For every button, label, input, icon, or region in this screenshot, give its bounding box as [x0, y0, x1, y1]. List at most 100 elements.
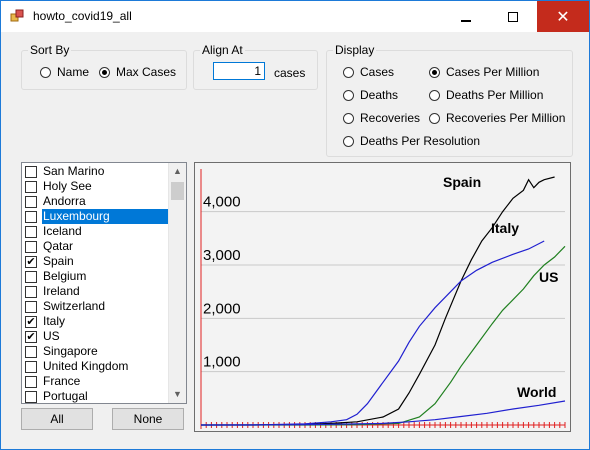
radio-icon: [99, 66, 110, 78]
radio-icon: [429, 89, 440, 101]
country-checkbox[interactable]: [25, 375, 37, 388]
y-tick-label: 1,000: [203, 354, 241, 371]
title-bar: howto_covid19_all ✕: [1, 1, 589, 32]
country-list-item[interactable]: ✔ US: [22, 329, 168, 344]
display-deaths-radio[interactable]: Deaths: [343, 88, 398, 102]
series-label: Spain: [443, 174, 481, 190]
align-at-input[interactable]: 1: [213, 62, 265, 80]
country-label: France: [43, 374, 81, 388]
series-line-us: [201, 245, 566, 426]
country-list-item[interactable]: ✔ Spain: [22, 254, 168, 269]
country-checkbox[interactable]: ✔: [25, 330, 37, 343]
maximize-button[interactable]: [490, 1, 536, 32]
country-list-item[interactable]: San Marino: [22, 164, 168, 179]
radio-icon: [40, 66, 51, 78]
country-list-item[interactable]: Singapore: [22, 344, 168, 359]
chart-area: 4,000 3,000 2,000 1,000 Spain Italy US World: [194, 162, 571, 432]
country-checkbox[interactable]: [25, 240, 37, 253]
country-label: United Kingdom: [43, 359, 129, 373]
country-list-item[interactable]: Ireland: [22, 284, 168, 299]
select-none-button[interactable]: None: [112, 408, 184, 430]
country-checkbox[interactable]: [25, 300, 37, 313]
country-checkbox[interactable]: [25, 165, 37, 178]
scroll-down-icon[interactable]: ▼: [173, 389, 182, 399]
country-list-item[interactable]: Qatar: [22, 239, 168, 254]
country-checkbox[interactable]: [25, 345, 37, 358]
country-checkbox[interactable]: [25, 360, 37, 373]
country-label: Holy See: [43, 179, 92, 193]
country-list-item[interactable]: Belgium: [22, 269, 168, 284]
radio-icon: [343, 89, 354, 101]
country-list-item[interactable]: United Kingdom: [22, 359, 168, 374]
display-group: Display Cases Cases Per Million Deaths D…: [326, 43, 573, 157]
display-deaths-per-million-radio[interactable]: Deaths Per Million: [429, 88, 543, 102]
close-icon: ✕: [556, 8, 570, 26]
country-checkbox[interactable]: [25, 180, 37, 193]
country-list-item[interactable]: ✔ Italy: [22, 314, 168, 329]
close-button[interactable]: ✕: [537, 1, 589, 32]
y-tick-label: 3,000: [203, 247, 241, 264]
radio-icon: [343, 66, 354, 78]
country-list-item[interactable]: Andorra: [22, 194, 168, 209]
country-list-item[interactable]: Iceland: [22, 224, 168, 239]
country-label: Portugal: [43, 389, 88, 403]
series-label: World: [517, 384, 556, 400]
sort-by-max-cases-radio[interactable]: Max Cases: [99, 65, 176, 79]
minimize-icon: [461, 19, 471, 22]
sort-by-label: Sort By: [28, 43, 72, 57]
scroll-up-icon[interactable]: ▲: [173, 166, 182, 176]
country-label: Spain: [43, 254, 74, 268]
sort-by-name-radio[interactable]: Name: [40, 65, 89, 79]
line-chart: 4,000 3,000 2,000 1,000 Spain Italy US World: [200, 169, 566, 429]
display-cases-per-million-radio[interactable]: Cases Per Million: [429, 65, 539, 79]
list-scrollbar[interactable]: ▲ ▼: [168, 163, 186, 403]
series-line-italy: [201, 240, 545, 426]
series-label: Italy: [491, 220, 519, 236]
country-label: Ireland: [43, 284, 80, 298]
display-cases-radio[interactable]: Cases: [343, 65, 394, 79]
country-label: US: [43, 329, 60, 343]
country-label: Switzerland: [43, 299, 106, 313]
country-list[interactable]: San Marino Holy See Andorra Luxembourg Icela…: [21, 162, 187, 404]
country-checkbox[interactable]: [25, 195, 37, 208]
align-at-unit: cases: [274, 66, 306, 80]
country-label: Belgium: [43, 269, 87, 283]
series-label: US: [539, 269, 558, 285]
country-label: Italy: [43, 314, 66, 328]
country-checkbox[interactable]: [25, 390, 37, 403]
country-label: San Marino: [43, 164, 105, 178]
minimize-button[interactable]: [443, 1, 489, 32]
radio-icon: [343, 112, 354, 124]
window-title: howto_covid19_all: [33, 9, 132, 23]
display-recoveries-radio[interactable]: Recoveries: [343, 111, 420, 125]
display-recoveries-per-million-radio[interactable]: Recoveries Per Million: [429, 111, 565, 125]
y-tick-label: 4,000: [203, 194, 241, 211]
country-list-item[interactable]: Portugal: [22, 389, 168, 403]
country-checkbox[interactable]: [25, 210, 37, 223]
country-list-item[interactable]: Switzerland: [22, 299, 168, 314]
country-checkbox[interactable]: ✔: [25, 315, 37, 328]
radio-icon: [343, 135, 354, 147]
country-label: Qatar: [43, 239, 74, 253]
country-label: Iceland: [43, 224, 82, 238]
select-all-button[interactable]: All: [21, 408, 93, 430]
country-list-item[interactable]: France: [22, 374, 168, 389]
country-checkbox[interactable]: [25, 270, 37, 283]
country-list-item[interactable]: Holy See: [22, 179, 168, 194]
country-label: Andorra: [43, 194, 86, 208]
sort-by-group: Sort By Name Max Cases: [21, 43, 187, 90]
align-at-group: Align At cases: [193, 43, 318, 90]
series-line-spain: [201, 176, 555, 426]
radio-icon: [429, 112, 440, 124]
scroll-thumb[interactable]: [171, 182, 184, 200]
country-checkbox[interactable]: [25, 285, 37, 298]
app-icon: [10, 9, 24, 22]
country-label: Luxembourg: [42, 209, 168, 224]
series-line-world: [200, 400, 566, 426]
country-checkbox[interactable]: ✔: [25, 255, 37, 268]
radio-icon: [429, 66, 440, 78]
display-deaths-per-resolution-radio[interactable]: Deaths Per Resolution: [343, 134, 480, 148]
country-checkbox[interactable]: [25, 225, 37, 238]
country-list-item[interactable]: Luxembourg: [22, 209, 168, 224]
